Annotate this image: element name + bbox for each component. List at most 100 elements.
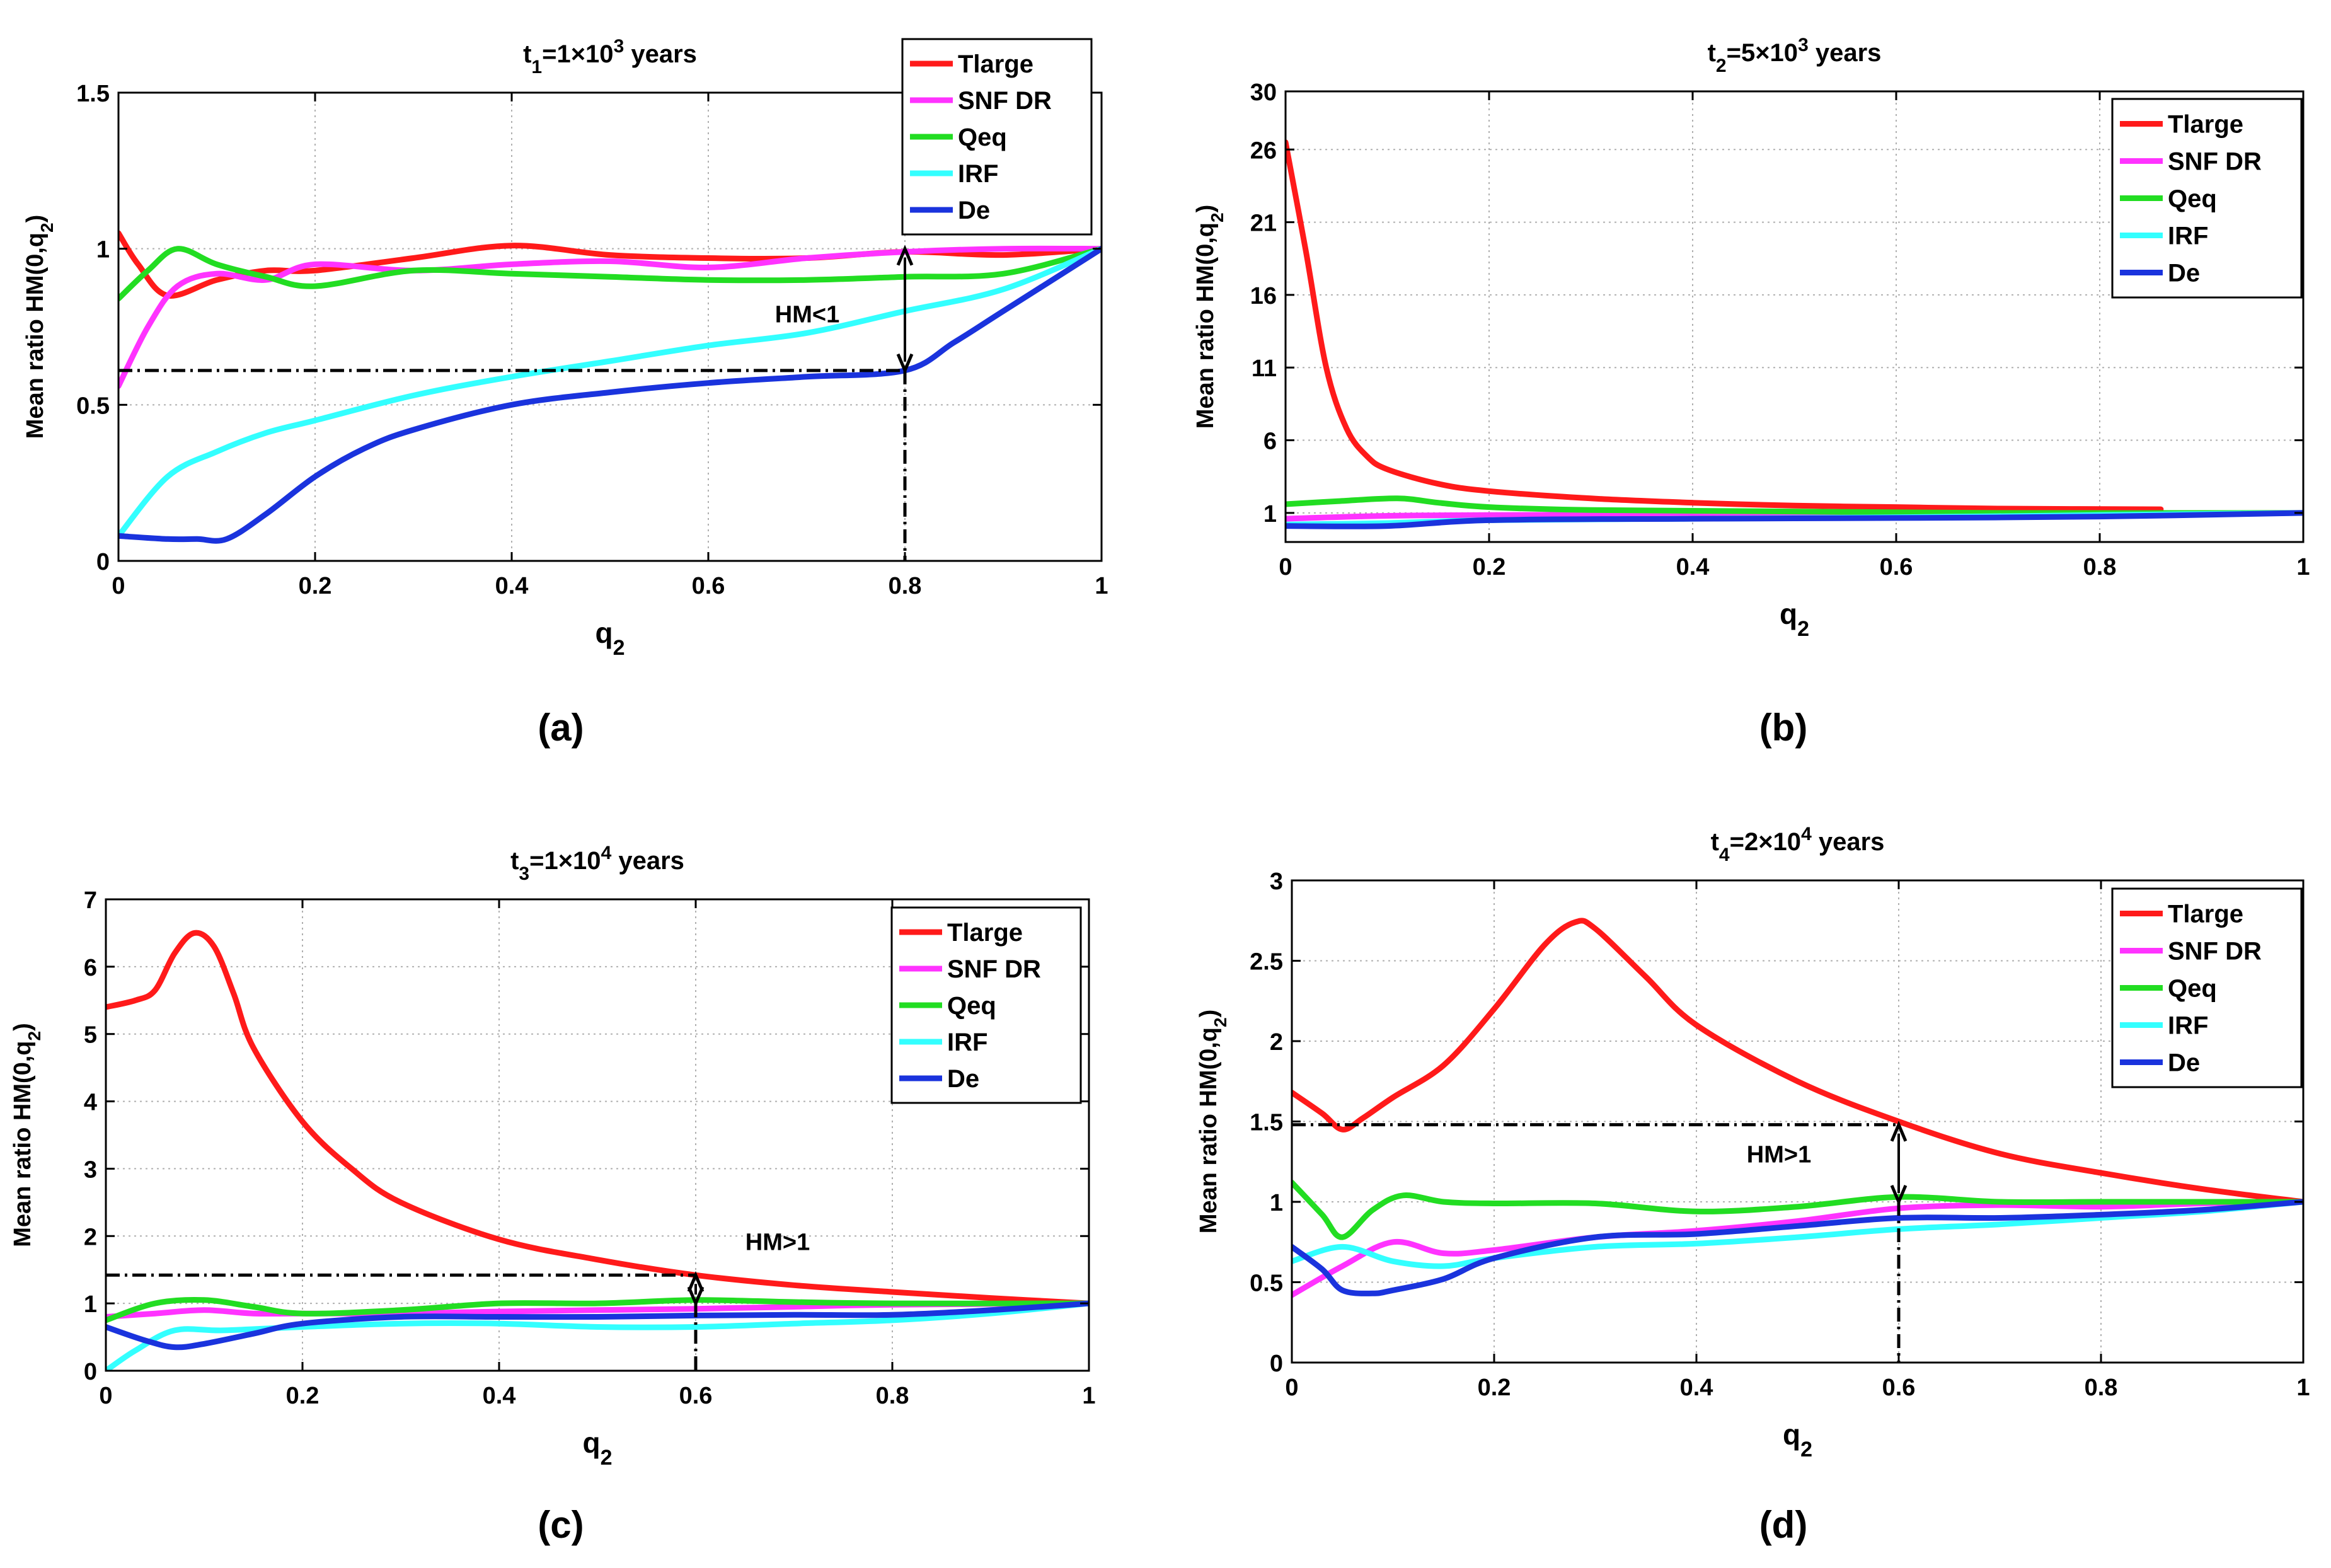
chart-title: t1=1×103 years xyxy=(523,36,697,78)
legend: Tlarge SNF DR Qeq IRF De xyxy=(901,38,1093,236)
y-tick-label: 1 xyxy=(96,237,110,263)
y-tick-label: 1.5 xyxy=(1250,1110,1283,1136)
legend-label: Qeq xyxy=(2168,185,2217,213)
x-tick-label: 0.6 xyxy=(692,573,725,599)
x-axis-label: q2 xyxy=(1783,1418,1812,1461)
x-tick-label: 0.4 xyxy=(1676,554,1710,580)
x-tick-label: 0.2 xyxy=(299,573,332,599)
y-tick-label: 0 xyxy=(1270,1351,1283,1377)
x-tick-label: 0.6 xyxy=(679,1383,713,1409)
panel-caption: (b) xyxy=(1759,706,1808,749)
x-tick-label: 0.4 xyxy=(1680,1375,1713,1401)
axes-frame xyxy=(1284,90,2305,543)
x-tick-label: 0.8 xyxy=(2083,554,2117,580)
x-tick-label: 0 xyxy=(112,573,125,599)
legend-label: De xyxy=(2168,260,2200,287)
x-tick-label: 0 xyxy=(1279,554,1292,580)
x-tick-label: 0.6 xyxy=(1882,1375,1916,1401)
axes-frame xyxy=(105,898,1090,1372)
legend-label: IRF xyxy=(2168,222,2208,250)
y-axis-label: Mean ratio HM(0,q2) xyxy=(1192,205,1227,429)
legend-label: SNF DR xyxy=(2168,148,2262,176)
x-tick-label: 1 xyxy=(2296,554,2310,580)
annotation-label: HM>1 xyxy=(745,1229,810,1255)
annotation-label: HM>1 xyxy=(1747,1142,1811,1168)
legend-label: Qeq xyxy=(2168,975,2217,1003)
legend-label: Tlarge xyxy=(2168,111,2243,139)
legend-box xyxy=(2111,887,2303,1088)
x-tick-label: 0.2 xyxy=(1478,1375,1511,1401)
legend-label: De xyxy=(947,1065,979,1093)
x-tick-label: 0.8 xyxy=(2085,1375,2118,1401)
y-tick-label: 0.5 xyxy=(76,393,110,419)
panel-a: HM<1 0 0.2 0.4 0.6 0.8 1 0 0.5 1 1.5 t1=1×103 years… xyxy=(22,36,1108,749)
y-tick-label: 2.5 xyxy=(1250,949,1283,976)
y-tick-label: 0 xyxy=(84,1359,97,1385)
y-tick-label: 26 xyxy=(1250,137,1277,164)
series-line-de xyxy=(106,1300,1089,1351)
y-tick-label: 1 xyxy=(1270,1190,1283,1216)
y-tick-label: 11 xyxy=(1252,355,1277,382)
y-axis-label: Mean ratio HM(0,q2) xyxy=(9,1023,44,1247)
legend: Tlarge SNF DR Qeq IRF De xyxy=(2111,98,2303,299)
x-tick-label: 0.4 xyxy=(495,573,529,599)
y-tick-label: 0 xyxy=(96,549,110,575)
legend-label: SNF DR xyxy=(2168,938,2262,966)
annotation-arrowhead-up xyxy=(1890,1121,1908,1142)
x-tick-label: 0 xyxy=(99,1383,112,1409)
y-tick-label: 30 xyxy=(1250,79,1277,106)
series-line-tlarge xyxy=(1292,918,2303,1205)
legend: Tlarge SNF DR Qeq IRF De xyxy=(890,906,1082,1104)
series-line-qeq xyxy=(106,1296,1089,1323)
y-tick-label: 4 xyxy=(84,1090,97,1116)
y-tick-label: 21 xyxy=(1250,210,1277,237)
series-line-de xyxy=(118,246,1102,544)
series-line-de xyxy=(1286,510,2303,529)
y-tick-label: 3 xyxy=(84,1156,97,1183)
y-tick-label: 6 xyxy=(1263,429,1277,455)
x-tick-label: 0.2 xyxy=(286,1383,319,1409)
x-tick-label: 0.4 xyxy=(483,1383,516,1409)
y-axis-label: Mean ratio HM(0,q2) xyxy=(22,215,57,439)
chart-title: t4=2×104 years xyxy=(1711,824,1885,865)
legend-label: SNF DR xyxy=(947,955,1041,983)
x-tick-label: 0.2 xyxy=(1473,554,1506,580)
series-line-irf xyxy=(1292,1199,2303,1269)
x-tick-label: 1 xyxy=(1095,573,1108,599)
x-axis-label: q2 xyxy=(1780,597,1809,641)
series-group xyxy=(1286,139,2303,529)
y-tick-label: 0.5 xyxy=(1250,1271,1283,1297)
legend-label: Tlarge xyxy=(958,50,1033,78)
x-tick-label: 0.6 xyxy=(1880,554,1913,580)
panel-d: HM>1 0 0.2 0.4 0.6 0.8 1 0 0.5 1 1.5 2 2.5 3 t4=2×104 … xyxy=(1195,824,2310,1547)
x-axis-label: q2 xyxy=(582,1426,612,1470)
panel-caption: (d) xyxy=(1759,1504,1808,1546)
annotation-arrowhead-down xyxy=(896,353,914,375)
legend-label: De xyxy=(958,197,990,224)
series-line-tlarge xyxy=(1286,139,2164,512)
legend-label: Tlarge xyxy=(947,919,1023,947)
legend-label: SNF DR xyxy=(958,87,1052,115)
y-tick-label: 5 xyxy=(84,1022,97,1049)
y-tick-label: 2 xyxy=(84,1224,97,1250)
legend-label: De xyxy=(2168,1049,2200,1077)
axes-frame xyxy=(117,91,1103,562)
annotation-arrowhead-up xyxy=(687,1271,705,1293)
annotation-label: HM<1 xyxy=(775,301,839,328)
legend-label: IRF xyxy=(2168,1012,2208,1040)
y-tick-label: 3 xyxy=(1270,868,1283,895)
series-line-tlarge xyxy=(106,930,1089,1306)
legend: Tlarge SNF DR Qeq IRF De xyxy=(2111,887,2303,1088)
x-tick-label: 0.8 xyxy=(876,1383,909,1409)
chart-title: t2=5×103 years xyxy=(1708,35,1882,76)
y-tick-label: 1 xyxy=(1263,501,1277,527)
legend-label: Tlarge xyxy=(2168,901,2243,928)
x-tick-label: 0 xyxy=(1285,1375,1298,1401)
x-axis-label: q2 xyxy=(595,616,624,660)
y-tick-label: 6 xyxy=(84,955,97,981)
series-group xyxy=(1292,918,2303,1298)
legend-label: IRF xyxy=(958,160,998,188)
y-tick-label: 2 xyxy=(1270,1029,1283,1056)
